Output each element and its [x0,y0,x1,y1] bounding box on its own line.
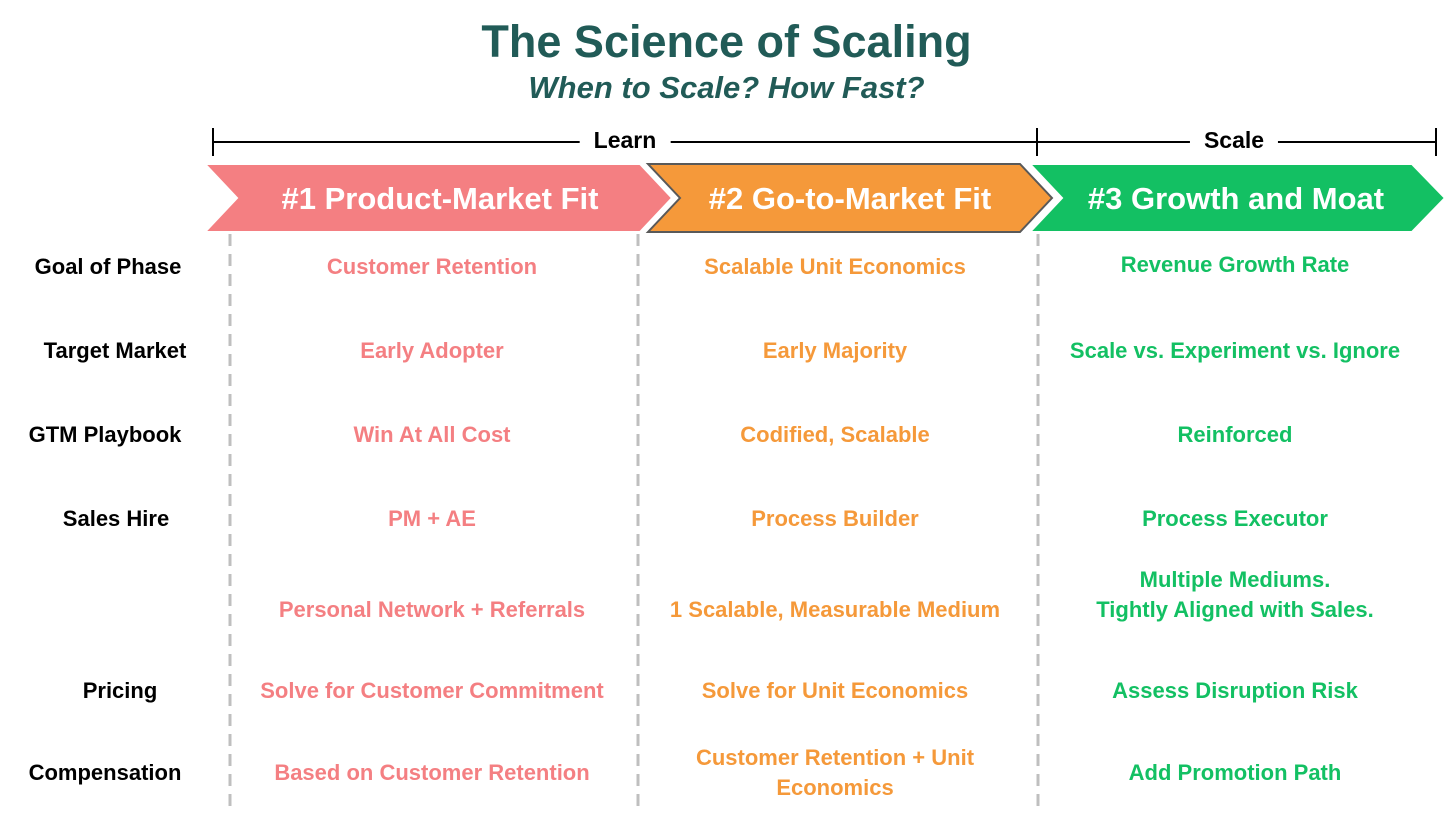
cell-comp-phase2-line2: Economics [776,775,894,800]
row-label-target-market: Target Market [43,338,187,363]
cell-sales-phase2: Process Builder [751,506,919,531]
cell-comp-phase3: Add Promotion Path [1128,760,1342,785]
cell-gtm-phase1: Win At All Cost [353,422,511,447]
cell-sales-phase1: PM + AE [388,506,476,531]
cell-channel-phase1: Personal Network + Referrals [278,597,586,622]
cell-sales-phase3: Process Executor [1142,506,1328,531]
row-label-compensation: Compensation [28,760,182,785]
cell-pricing-phase2: Solve for Unit Economics [701,678,969,703]
range-label-scale: Scale [1189,127,1279,154]
cell-goal-phase3: Revenue Growth Rate [1120,252,1350,277]
cell-target-phase1: Early Adopter [360,338,504,363]
cell-channel-phase3-line2: Tightly Aligned with Sales. [1096,597,1374,622]
row-label-gtm-playbook: GTM Playbook [28,422,182,447]
range-label-learn: Learn [579,127,671,154]
row-label-goal-of-phase: Goal of Phase [34,254,182,279]
page-subtitle: When to Scale? How Fast? [528,70,925,105]
cell-goal-phase2: Scalable Unit Economics [704,254,966,279]
phase-label-2: #2 Go-to-Market Fit [708,181,992,216]
phase-arrow-2 [645,163,1054,233]
cell-target-phase2: Early Majority [762,338,908,363]
cell-channel-phase2: 1 Scalable, Measurable Medium [669,597,1001,622]
cell-comp-phase1: Based on Customer Retention [274,760,590,785]
row-label-sales-hire: Sales Hire [62,506,170,531]
cell-goal-phase1: Customer Retention [326,254,538,279]
phase-arrow-3 [1027,163,1447,233]
phase-label-1: #1 Product-Market Fit [281,181,599,216]
page-title: The Science of Scaling [481,16,972,67]
phase-arrow-1 [202,163,674,233]
cell-comp-phase2-line1: Customer Retention + Unit [695,745,975,770]
phase-label-3: #3 Growth and Moat [1087,181,1385,216]
cell-gtm-phase3: Reinforced [1177,422,1293,447]
column-separators [228,234,1040,810]
cell-pricing-phase1: Solve for Customer Commitment [260,678,604,703]
cell-target-phase3: Scale vs. Experiment vs. Ignore [1069,338,1401,363]
cell-pricing-phase3: Assess Disruption Risk [1112,678,1358,703]
cell-gtm-phase2: Codified, Scalable [740,422,930,447]
row-label-pricing: Pricing [82,678,158,703]
cell-channel-phase3-line1: Multiple Mediums. [1139,567,1331,592]
